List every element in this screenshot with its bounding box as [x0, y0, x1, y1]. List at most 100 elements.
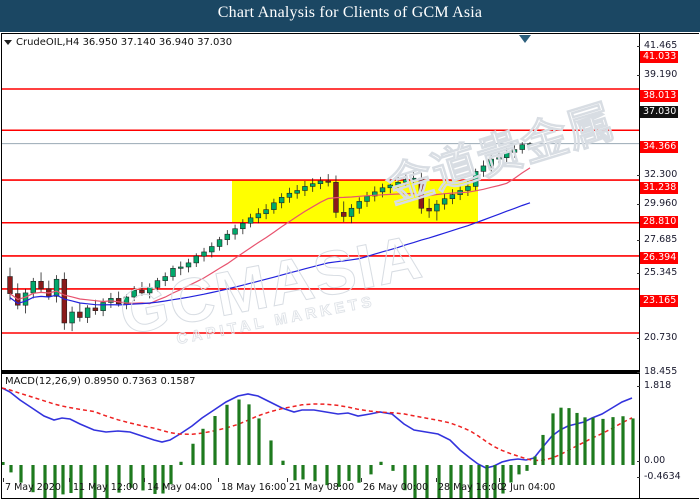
- macd-histogram-bar: [369, 465, 373, 475]
- candle-body: [271, 202, 277, 210]
- price-tick: -0.4634: [637, 471, 681, 482]
- title-bar: Chart Analysis for Clients of GCM Asia: [0, 0, 700, 32]
- candle-body: [224, 233, 231, 240]
- candle-body: [100, 302, 106, 311]
- macd-histogram-bar: [567, 408, 571, 465]
- macd-histogram-bar: [425, 465, 429, 498]
- time-axis-label: 21 May 08:00: [289, 482, 355, 493]
- candle-body: [146, 287, 153, 294]
- macd-histogram-bar: [325, 465, 329, 486]
- macd-histogram-bar: [191, 443, 195, 465]
- macd-histogram-bar: [391, 465, 395, 471]
- triangle-down-icon[interactable]: [4, 40, 12, 45]
- macd-histogram-bar: [301, 465, 305, 480]
- candle-body: [131, 289, 137, 298]
- candle-body: [255, 213, 262, 219]
- candle-body: [309, 183, 316, 187]
- level-price-label[interactable]: 34.366: [640, 141, 679, 153]
- macd-histogram-bar: [61, 465, 65, 495]
- macd-histogram-bar: [105, 465, 109, 498]
- macd-histogram-bar: [621, 416, 625, 465]
- macd-histogram-bar: [403, 465, 407, 491]
- candle-body: [53, 278, 60, 297]
- level-price-label[interactable]: 23.165: [640, 295, 679, 307]
- time-tick: [436, 478, 437, 482]
- macd-histogram-bar: [477, 465, 481, 498]
- candle-body: [519, 144, 525, 150]
- macd-indicator-label: MACD(12,26,9) 0.8950 0.7363 0.1587: [5, 376, 196, 387]
- candle-body: [356, 201, 362, 209]
- price-tick: 32.300: [637, 169, 677, 180]
- symbol-ohlc-text: CrudeOIL,H4 36.950 37.140 36.940 37.030: [16, 37, 233, 48]
- candle-body: [278, 197, 285, 204]
- candle-body: [418, 177, 425, 209]
- current-price-label[interactable]: 37.030: [640, 106, 679, 118]
- macd-histogram-bar: [525, 465, 529, 471]
- candle-body: [154, 280, 161, 288]
- level-price-label[interactable]: 28.810: [640, 216, 679, 228]
- macd-histogram-bar: [313, 465, 317, 482]
- price-tick: 25.345: [637, 267, 677, 278]
- time-tick: [144, 478, 145, 482]
- price-axis[interactable]: 41.465 41.033 39.190 38.013 37.030 34.366 32.3…: [637, 34, 699, 498]
- macd-histogram-bar: [501, 465, 505, 494]
- candle-body: [511, 149, 518, 153]
- macd-histogram-bar: [551, 413, 555, 465]
- macd-histogram-bar: [347, 465, 351, 481]
- time-tick: [361, 478, 362, 482]
- time-tick: [287, 478, 288, 482]
- time-tick: [499, 478, 500, 482]
- time-axis-label: 26 May 00:00: [363, 482, 429, 493]
- level-price-label[interactable]: 41.033: [640, 51, 679, 63]
- candle-body: [496, 157, 502, 160]
- macd-histogram-bar: [541, 434, 545, 465]
- macd-histogram-bar: [575, 412, 579, 465]
- candle-body: [263, 209, 269, 215]
- candle-body: [247, 217, 254, 224]
- candle-body: [193, 255, 199, 264]
- macd-histogram-bar: [437, 465, 441, 498]
- ma-fast-line: [9, 167, 531, 305]
- macd-histogram-bar: [169, 465, 173, 485]
- candle-body: [38, 281, 44, 290]
- macd-histogram-bar: [601, 418, 605, 465]
- time-axis-label: 14 May 04:00: [147, 482, 213, 493]
- level-price-label[interactable]: 38.013: [640, 90, 679, 102]
- price-chart-canvas: [2, 35, 639, 334]
- candle-body: [341, 212, 347, 217]
- macd-histogram-bar: [141, 465, 145, 491]
- macd-histogram-bar: [201, 428, 205, 465]
- macd-histogram-bar: [485, 465, 489, 498]
- macd-histogram-bar: [631, 418, 635, 465]
- macd-histogram-bar: [517, 465, 521, 475]
- level-price-label[interactable]: 31.238: [640, 182, 679, 194]
- macd-histogram-bar: [43, 465, 47, 498]
- macd-histogram-bar: [117, 465, 121, 493]
- candle-body: [162, 276, 168, 281]
- macd-histogram-bar: [611, 417, 615, 465]
- symbol-info-bar[interactable]: CrudeOIL,H4 36.950 37.140 36.940 37.030: [4, 36, 232, 49]
- candle-body: [7, 276, 13, 294]
- chart-frame: MACD(12,26,9) 0.8950 0.7363 0.1587 Crude…: [1, 33, 699, 499]
- time-axis: 7 May 2020 11 May 12:00 14 May 04:00 18 May…: [1, 478, 699, 499]
- candle-body: [480, 165, 487, 172]
- macd-pane[interactable]: MACD(12,26,9) 0.8950 0.7363 0.1587: [2, 373, 639, 498]
- macd-histogram-bar: [413, 465, 417, 498]
- candle-body: [232, 228, 238, 235]
- candle-body: [441, 198, 448, 205]
- candle-body: [302, 186, 308, 191]
- candle-body: [201, 251, 207, 257]
- price-pane[interactable]: [2, 34, 639, 371]
- macd-histogram-bar: [591, 417, 595, 465]
- price-tick: 1.818: [637, 380, 671, 391]
- macd-histogram-bar: [179, 461, 183, 465]
- macd-line: [2, 387, 633, 469]
- pane-divider: [2, 370, 639, 373]
- macd-histogram-bar: [469, 465, 473, 498]
- level-price-label[interactable]: 26.394: [640, 252, 679, 264]
- macd-histogram-bar: [583, 417, 587, 465]
- time-axis-label: 18 May 16:00: [221, 482, 287, 493]
- macd-histogram-bar: [237, 399, 241, 465]
- candle-body: [410, 177, 417, 180]
